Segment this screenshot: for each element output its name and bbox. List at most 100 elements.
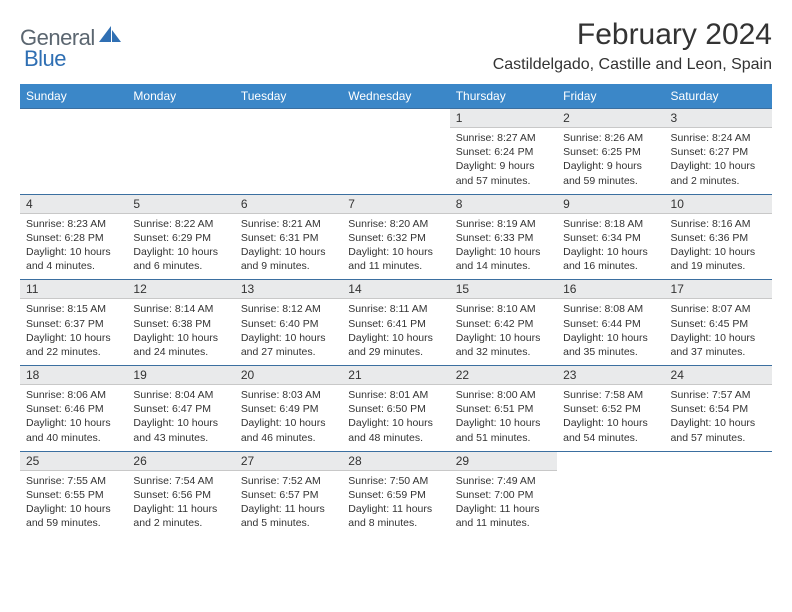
sunset-text: Sunset: 6:40 PM (241, 317, 336, 331)
day-number-cell (665, 451, 772, 470)
day-detail-cell: Sunrise: 8:16 AMSunset: 6:36 PMDaylight:… (665, 213, 772, 280)
daylight-text: Daylight: 10 hours and 32 minutes. (456, 331, 551, 359)
day-detail-cell (342, 128, 449, 195)
day-detail-cell: Sunrise: 8:14 AMSunset: 6:38 PMDaylight:… (127, 299, 234, 366)
sunset-text: Sunset: 6:46 PM (26, 402, 121, 416)
day-number-cell: 28 (342, 451, 449, 470)
day-detail-cell: Sunrise: 7:58 AMSunset: 6:52 PMDaylight:… (557, 385, 664, 452)
day-detail-cell: Sunrise: 7:54 AMSunset: 6:56 PMDaylight:… (127, 470, 234, 536)
daylight-text: Daylight: 10 hours and 59 minutes. (26, 502, 121, 530)
sunset-text: Sunset: 6:45 PM (671, 317, 766, 331)
sunrise-text: Sunrise: 8:22 AM (133, 217, 228, 231)
daylight-text: Daylight: 10 hours and 40 minutes. (26, 416, 121, 444)
sunrise-text: Sunrise: 8:24 AM (671, 131, 766, 145)
day-detail-cell: Sunrise: 7:49 AMSunset: 7:00 PMDaylight:… (450, 470, 557, 536)
day-detail-cell: Sunrise: 8:06 AMSunset: 6:46 PMDaylight:… (20, 385, 127, 452)
day-number-cell: 2 (557, 109, 664, 128)
brand-word2: Blue (24, 46, 66, 71)
sunset-text: Sunset: 6:51 PM (456, 402, 551, 416)
sunrise-text: Sunrise: 8:15 AM (26, 302, 121, 316)
daylight-text: Daylight: 11 hours and 5 minutes. (241, 502, 336, 530)
sunrise-text: Sunrise: 7:50 AM (348, 474, 443, 488)
sunrise-text: Sunrise: 8:18 AM (563, 217, 658, 231)
day-detail-cell (127, 128, 234, 195)
day-detail-cell: Sunrise: 8:01 AMSunset: 6:50 PMDaylight:… (342, 385, 449, 452)
daylight-text: Daylight: 10 hours and 35 minutes. (563, 331, 658, 359)
day-number-cell: 19 (127, 366, 234, 385)
day-number-cell: 13 (235, 280, 342, 299)
sunset-text: Sunset: 6:55 PM (26, 488, 121, 502)
sunrise-text: Sunrise: 7:57 AM (671, 388, 766, 402)
daylight-text: Daylight: 9 hours and 59 minutes. (563, 159, 658, 187)
sunset-text: Sunset: 6:56 PM (133, 488, 228, 502)
weekday-header: Saturday (665, 84, 772, 109)
daylight-text: Daylight: 10 hours and 6 minutes. (133, 245, 228, 273)
sunset-text: Sunset: 6:42 PM (456, 317, 551, 331)
daylight-text: Daylight: 10 hours and 14 minutes. (456, 245, 551, 273)
sunrise-text: Sunrise: 8:10 AM (456, 302, 551, 316)
day-detail-cell (557, 470, 664, 536)
day-number-cell: 18 (20, 366, 127, 385)
sunrise-text: Sunrise: 8:21 AM (241, 217, 336, 231)
day-detail-cell: Sunrise: 7:50 AMSunset: 6:59 PMDaylight:… (342, 470, 449, 536)
sunrise-text: Sunrise: 8:00 AM (456, 388, 551, 402)
day-number-cell: 21 (342, 366, 449, 385)
daylight-text: Daylight: 9 hours and 57 minutes. (456, 159, 551, 187)
day-number-row: 11121314151617 (20, 280, 772, 299)
day-detail-cell: Sunrise: 8:24 AMSunset: 6:27 PMDaylight:… (665, 128, 772, 195)
weekday-header: Friday (557, 84, 664, 109)
day-number-cell: 24 (665, 366, 772, 385)
day-detail-cell: Sunrise: 8:00 AMSunset: 6:51 PMDaylight:… (450, 385, 557, 452)
sunrise-text: Sunrise: 8:23 AM (26, 217, 121, 231)
day-detail-cell: Sunrise: 8:15 AMSunset: 6:37 PMDaylight:… (20, 299, 127, 366)
sunset-text: Sunset: 6:50 PM (348, 402, 443, 416)
day-number-cell: 9 (557, 194, 664, 213)
calendar-head: Sunday Monday Tuesday Wednesday Thursday… (20, 84, 772, 109)
title-block: February 2024 Castildelgado, Castille an… (493, 18, 772, 74)
daylight-text: Daylight: 10 hours and 46 minutes. (241, 416, 336, 444)
month-title: February 2024 (493, 18, 772, 52)
sunset-text: Sunset: 6:33 PM (456, 231, 551, 245)
day-number-cell: 22 (450, 366, 557, 385)
daylight-text: Daylight: 11 hours and 11 minutes. (456, 502, 551, 530)
day-detail-row: Sunrise: 8:27 AMSunset: 6:24 PMDaylight:… (20, 128, 772, 195)
day-number-cell: 16 (557, 280, 664, 299)
day-detail-cell: Sunrise: 8:10 AMSunset: 6:42 PMDaylight:… (450, 299, 557, 366)
day-number-cell (557, 451, 664, 470)
sunset-text: Sunset: 6:34 PM (563, 231, 658, 245)
daylight-text: Daylight: 10 hours and 57 minutes. (671, 416, 766, 444)
sunset-text: Sunset: 6:47 PM (133, 402, 228, 416)
daylight-text: Daylight: 11 hours and 8 minutes. (348, 502, 443, 530)
sunset-text: Sunset: 7:00 PM (456, 488, 551, 502)
day-detail-row: Sunrise: 7:55 AMSunset: 6:55 PMDaylight:… (20, 470, 772, 536)
sunrise-text: Sunrise: 8:03 AM (241, 388, 336, 402)
day-number-cell: 17 (665, 280, 772, 299)
sunrise-text: Sunrise: 7:49 AM (456, 474, 551, 488)
sunset-text: Sunset: 6:44 PM (563, 317, 658, 331)
weekday-header: Monday (127, 84, 234, 109)
day-detail-cell: Sunrise: 8:22 AMSunset: 6:29 PMDaylight:… (127, 213, 234, 280)
daylight-text: Daylight: 10 hours and 22 minutes. (26, 331, 121, 359)
sunrise-text: Sunrise: 8:16 AM (671, 217, 766, 231)
daylight-text: Daylight: 10 hours and 43 minutes. (133, 416, 228, 444)
daylight-text: Daylight: 10 hours and 9 minutes. (241, 245, 336, 273)
day-number-cell: 1 (450, 109, 557, 128)
sunset-text: Sunset: 6:29 PM (133, 231, 228, 245)
day-number-cell: 15 (450, 280, 557, 299)
day-number-cell: 27 (235, 451, 342, 470)
day-detail-cell: Sunrise: 7:55 AMSunset: 6:55 PMDaylight:… (20, 470, 127, 536)
sunset-text: Sunset: 6:31 PM (241, 231, 336, 245)
day-number-cell: 10 (665, 194, 772, 213)
day-number-cell: 3 (665, 109, 772, 128)
weekday-row: Sunday Monday Tuesday Wednesday Thursday… (20, 84, 772, 109)
sunrise-text: Sunrise: 8:26 AM (563, 131, 658, 145)
sunset-text: Sunset: 6:24 PM (456, 145, 551, 159)
day-detail-cell: Sunrise: 8:19 AMSunset: 6:33 PMDaylight:… (450, 213, 557, 280)
day-detail-cell (665, 470, 772, 536)
sunset-text: Sunset: 6:28 PM (26, 231, 121, 245)
daylight-text: Daylight: 10 hours and 11 minutes. (348, 245, 443, 273)
daylight-text: Daylight: 10 hours and 16 minutes. (563, 245, 658, 273)
day-number-cell (342, 109, 449, 128)
weekday-header: Wednesday (342, 84, 449, 109)
sunrise-text: Sunrise: 7:58 AM (563, 388, 658, 402)
